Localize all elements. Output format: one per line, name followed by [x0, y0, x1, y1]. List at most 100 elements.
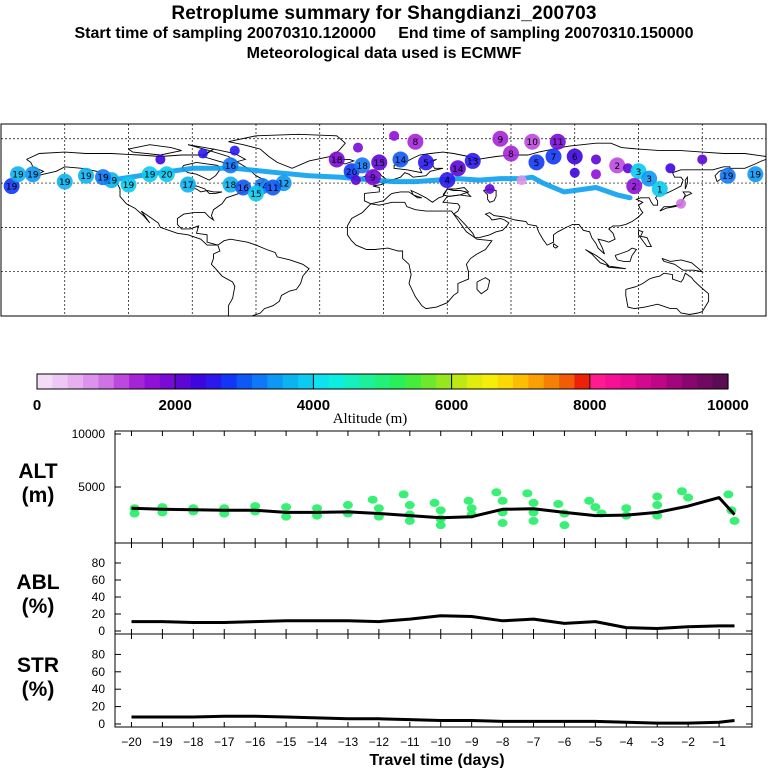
plume-point-label: 19 — [722, 172, 734, 182]
alt-scatter-point — [497, 508, 508, 517]
colorbar-cell — [236, 374, 253, 389]
plume-point-label: 19 — [80, 172, 92, 182]
colorbar-cells — [37, 374, 729, 389]
alt-scatter-point — [342, 501, 353, 510]
plume-point-label: 11 — [552, 138, 563, 148]
alt-scatter-point — [250, 507, 261, 516]
plume-point — [697, 154, 708, 165]
plume-point — [222, 176, 239, 193]
colorbar-cell — [282, 374, 299, 389]
colorbar-cell — [420, 374, 437, 389]
plume-point-label: 3 — [646, 175, 652, 185]
x-tick-label: −7 — [527, 735, 541, 749]
plume-point-label: 14 — [257, 183, 269, 193]
colorbar-cell — [405, 374, 422, 389]
plume-point-label: 16 — [225, 162, 237, 172]
alt-scatter-point — [281, 512, 292, 521]
colorbar-cell — [543, 374, 560, 389]
colorbar-cell — [497, 374, 514, 389]
plume-point — [545, 148, 562, 165]
x-tick-label: −18 — [183, 735, 204, 749]
alt-scatter-point — [373, 512, 384, 521]
x-tick-label: −13 — [338, 735, 359, 749]
plume-point — [350, 175, 361, 186]
alt-scatter-point — [188, 504, 199, 513]
colorbar-cell — [436, 374, 453, 389]
coastline-uk — [370, 169, 387, 184]
plume-point — [641, 170, 658, 187]
y-tick-label: 10000 — [72, 427, 106, 441]
alt-scatter-point — [463, 496, 474, 505]
colorbar-tick-label: 6000 — [435, 397, 468, 414]
x-axis-label: Travel time (days) — [369, 752, 504, 768]
met-data-line: Meteorological data used is ECMWF — [246, 45, 522, 62]
plume-point — [484, 183, 495, 194]
alt-scatter-point — [466, 510, 477, 519]
y-tick-label: 80 — [92, 556, 106, 570]
alt-scatter-point — [528, 516, 539, 525]
plume-point-label: 15 — [250, 190, 261, 200]
alt-scatter-point — [652, 511, 663, 520]
alt-scatter-point — [312, 504, 323, 513]
coastline-philippines — [638, 229, 653, 248]
colorbar-cell — [144, 374, 161, 389]
colorbar-cell — [712, 374, 729, 389]
plume-point — [418, 154, 434, 171]
plume-point — [503, 145, 519, 162]
series-line — [131, 614, 735, 630]
alt-scatter-point — [219, 504, 230, 513]
plume-point-label: 19 — [97, 174, 109, 184]
colorbar-cell — [589, 374, 606, 389]
plume-point-label: 20 — [161, 171, 173, 181]
alt-scatter-point — [398, 490, 409, 499]
plume-point-label: 20 — [346, 168, 358, 178]
plume-point-label: 2 — [631, 183, 637, 193]
colorbar-cell — [205, 374, 222, 389]
alt-scatter-point — [596, 509, 607, 518]
y-tick-label: 0 — [98, 717, 105, 731]
panel-alt: 5000 10000 ALT(m) — [18, 427, 753, 544]
alt-scatter-point — [652, 501, 663, 510]
alt-scatter-point — [621, 504, 632, 513]
alt-scatter-point — [429, 498, 440, 507]
alt-scatter-point — [528, 498, 539, 507]
plume-point — [158, 166, 175, 183]
coastline-java — [606, 265, 626, 270]
x-tick-label: −17 — [214, 735, 235, 749]
coastline-africa — [346, 201, 493, 310]
colorbar-cell — [298, 374, 314, 389]
plume-point — [56, 173, 73, 190]
plume-point — [626, 178, 643, 195]
coastline-sakhalin — [684, 175, 688, 190]
coastline-borneo — [614, 247, 638, 262]
coastline-new-guinea — [661, 257, 704, 273]
alt-scatter-point — [435, 521, 446, 530]
panel-y-label: (%) — [22, 595, 55, 618]
colorbar-cell — [83, 374, 100, 389]
x-tick-label: −5 — [589, 735, 603, 749]
plume-point-label: 17 — [182, 181, 193, 191]
plume-point — [265, 179, 281, 196]
colorbar-cell — [267, 374, 284, 389]
plume-point-label: 19 — [144, 171, 156, 181]
coastline-greenland — [228, 133, 346, 169]
colorbar-cell — [359, 374, 376, 389]
colorbar-cell — [620, 374, 637, 389]
plume-point-label: 19 — [123, 181, 135, 191]
colorbar-cell — [129, 374, 146, 389]
plume-point — [328, 151, 345, 168]
alt-scatter-point — [404, 510, 415, 519]
y-tick-label: 80 — [92, 647, 106, 661]
alt-scatter-point — [188, 507, 199, 516]
x-tick-label: −15 — [276, 735, 297, 749]
alt-scatter-point — [435, 506, 446, 515]
colorbar-cell — [113, 374, 130, 389]
plume-point-label: 13 — [467, 157, 478, 167]
panel-frame — [114, 633, 753, 728]
map-coastlines — [26, 133, 766, 316]
x-tick-label: −14 — [307, 735, 328, 749]
x-tick-label: −1 — [712, 735, 726, 749]
panel-abl: 0 20 40 60 80 ABL(%) — [16, 542, 753, 638]
